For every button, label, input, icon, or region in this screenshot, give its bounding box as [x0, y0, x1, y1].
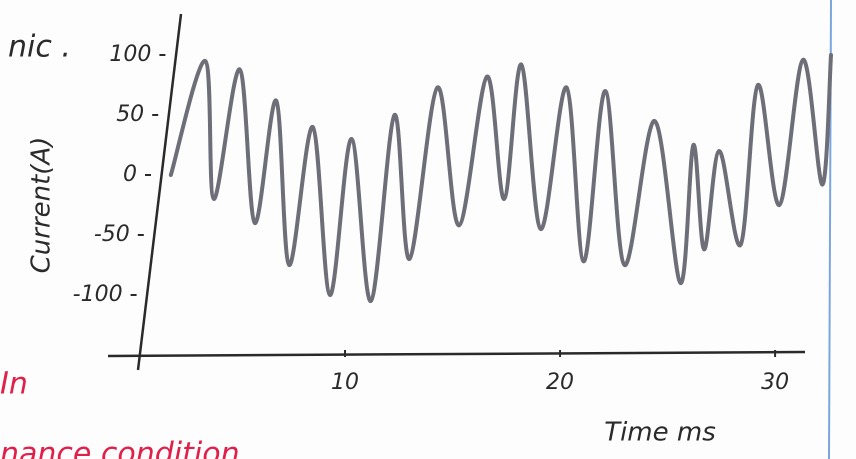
y-tick-label: 50	[116, 102, 144, 127]
annotation: nic .	[8, 30, 71, 65]
annotation: In	[0, 367, 28, 402]
y-tick-label: -100	[73, 282, 123, 307]
y-tick-label: 0	[123, 162, 137, 187]
y-tick-label: 100	[109, 42, 151, 67]
x-tick-label: 20	[546, 370, 574, 395]
annotation: nance condition	[0, 437, 240, 459]
y-axis-title: Current(A)	[27, 137, 57, 274]
x-tick-label: 30	[761, 370, 789, 395]
chart: Current(A) Time ms -100 -50 0 50 100 10 20 30 ni…	[0, 0, 856, 459]
y-tick-label: -50	[94, 222, 130, 247]
x-tick-label: 10	[331, 370, 359, 395]
x-axis-title: Time ms	[604, 418, 716, 448]
